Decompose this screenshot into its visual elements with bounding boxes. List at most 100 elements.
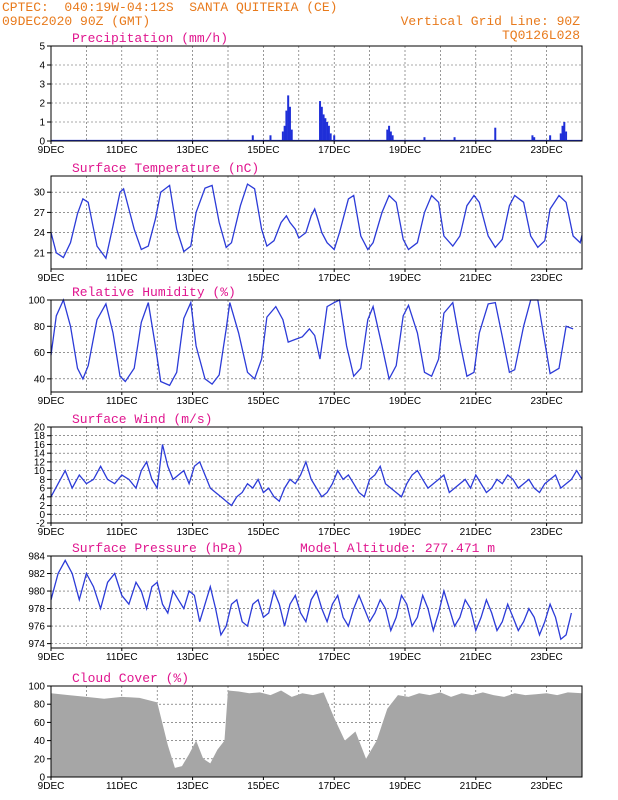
precip-xtick-label: 11DEC — [106, 145, 138, 156]
precip-xtick-label: 19DEC — [389, 145, 421, 156]
precip-ytick-label: 2 — [39, 99, 45, 110]
wind-ytick-label: 4 — [39, 492, 45, 503]
wind-ytick-label: 18 — [34, 431, 46, 442]
humidity-xtick-label: 21DEC — [460, 396, 492, 407]
pressure-xtick-label: 11DEC — [106, 652, 138, 663]
wind-ytick-label: 16 — [34, 440, 46, 451]
pressure-frame — [50, 555, 583, 649]
precip-title: Precipitation (mm/h) — [72, 31, 228, 46]
cloud-xtick-label: 21DEC — [460, 781, 492, 792]
pressure-xtick-label: 21DEC — [460, 652, 492, 663]
wind-ytick-label: 0 — [39, 510, 45, 521]
wind-xtick-label: 15DEC — [247, 527, 279, 538]
temp-ytick-label: 24 — [34, 228, 46, 239]
temp-ytick-label: 30 — [34, 188, 46, 199]
pressure-ytick-label: 976 — [28, 622, 45, 633]
temp-xtick-label: 13DEC — [176, 273, 208, 284]
precip-xtick-label: 13DEC — [176, 145, 208, 156]
pressure-xtick-label: 19DEC — [389, 652, 421, 663]
precip-bar — [269, 135, 272, 141]
wind-xtick-label: 21DEC — [460, 527, 492, 538]
precip-bar — [290, 129, 293, 141]
pressure-subtitle: Model Altitude: 277.471 m — [300, 541, 495, 556]
precip-bar — [423, 137, 426, 141]
wind-ytick-label: 12 — [34, 457, 46, 468]
pressure-xtick-label: 15DEC — [247, 652, 279, 663]
precip-bar — [565, 131, 568, 141]
temp-series-line — [50, 183, 583, 260]
humidity-xtick-label: 19DEC — [389, 396, 421, 407]
precip-bar — [333, 135, 336, 141]
precip-bar — [320, 106, 323, 141]
humidity-ytick-label: 60 — [34, 348, 46, 359]
precip-ytick-label: 3 — [39, 80, 45, 91]
precip-bar — [453, 137, 456, 141]
cloud-xtick-label: 15DEC — [247, 781, 279, 792]
cloud-xtick-label: 13DEC — [176, 781, 208, 792]
precip-bar — [561, 125, 564, 141]
precip-xtick-label: 15DEC — [247, 145, 279, 156]
wind-ytick-label: 6 — [39, 484, 45, 495]
pressure-xtick-label: 17DEC — [318, 652, 350, 663]
humidity-ytick-label: 80 — [34, 322, 46, 333]
precip-bar — [251, 135, 254, 141]
temp-xtick-label: 23DEC — [530, 273, 562, 284]
pressure-ytick-label: 984 — [28, 552, 45, 563]
precip-bar — [319, 101, 322, 141]
temp-xtick-label: 9DEC — [38, 273, 65, 284]
temp-xtick-label: 15DEC — [247, 273, 279, 284]
pressure-title: Surface Pressure (hPa) — [72, 541, 244, 556]
cloud-xtick-label: 23DEC — [530, 781, 562, 792]
humidity-xtick-label: 15DEC — [247, 396, 279, 407]
cloud-ytick-label: 60 — [34, 718, 46, 729]
precip-bar — [389, 131, 392, 141]
wind-ytick-label: 14 — [34, 449, 46, 460]
precip-bar — [531, 135, 534, 141]
wind-ytick-label: -2 — [36, 519, 45, 530]
temp-ytick-label: 21 — [34, 248, 46, 259]
humidity-ytick-label: 40 — [34, 374, 46, 385]
header-grid-line-note: Vertical Grid Line: 90Z — [400, 14, 580, 29]
precip-ytick-label: 1 — [39, 118, 45, 129]
precip-ytick-label: 5 — [39, 42, 45, 53]
pressure-ytick-label: 978 — [28, 604, 45, 615]
pressure-series-line — [50, 559, 573, 641]
precip-bar — [563, 122, 566, 141]
wind-xtick-label: 17DEC — [318, 527, 350, 538]
pressure-ytick-label: 974 — [28, 639, 45, 650]
wind-frame — [50, 426, 583, 524]
humidity-xtick-label: 9DEC — [38, 396, 65, 407]
header-station-line: CPTEC: 040:19W-04:12S SANTA QUITERIA (CE… — [2, 0, 338, 15]
temp-xtick-label: 21DEC — [460, 273, 492, 284]
header-model-code: TQ0126L028 — [501, 28, 580, 43]
pressure-ytick-label: 982 — [28, 569, 45, 580]
cloud-ytick-label: 100 — [28, 682, 45, 693]
humidity-title: Relative Humidity (%) — [72, 285, 236, 300]
wind-ytick-label: 10 — [34, 466, 46, 477]
wind-xtick-label: 9DEC — [38, 527, 65, 538]
header-date-line: 09DEC2020 90Z (GMT) — [2, 14, 151, 29]
precip-bar — [391, 135, 394, 141]
precip-xtick-label: 17DEC — [318, 145, 350, 156]
wind-xtick-label: 13DEC — [176, 527, 208, 538]
cloud-ytick-label: 40 — [34, 736, 46, 747]
precip-bar — [287, 95, 290, 141]
precip-xtick-label: 9DEC — [38, 145, 65, 156]
precip-ytick-label: 4 — [39, 61, 45, 72]
cloud-ytick-label: 20 — [34, 754, 46, 765]
precip-bar — [324, 118, 327, 141]
cloud-xtick-label: 17DEC — [318, 781, 350, 792]
wind-xtick-label: 19DEC — [389, 527, 421, 538]
precip-bar — [322, 114, 325, 141]
temp-frame — [50, 175, 583, 270]
precip-bar — [559, 133, 562, 141]
temp-ytick-label: 27 — [34, 208, 46, 219]
precip-bar — [388, 125, 391, 141]
pressure-xtick-label: 9DEC — [38, 652, 65, 663]
wind-series-line — [50, 444, 583, 507]
wind-xtick-label: 11DEC — [106, 527, 138, 538]
precip-xtick-label: 23DEC — [530, 145, 562, 156]
humidity-xtick-label: 17DEC — [318, 396, 350, 407]
humidity-xtick-label: 23DEC — [530, 396, 562, 407]
precip-bar — [533, 137, 536, 141]
